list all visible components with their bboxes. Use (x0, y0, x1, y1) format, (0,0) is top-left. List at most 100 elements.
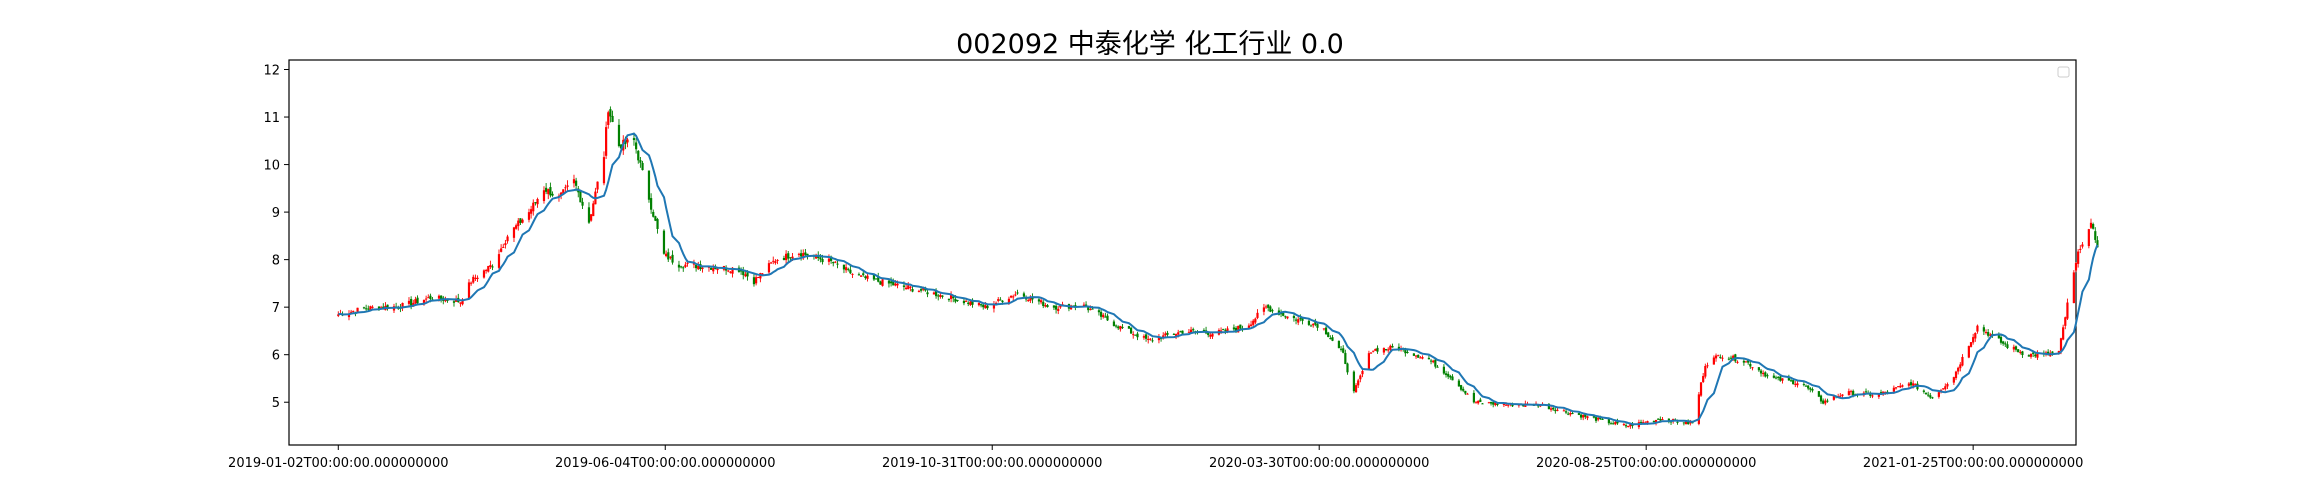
candle-body (1102, 314, 1105, 318)
candle-body (1297, 319, 1300, 323)
candle-body (1339, 348, 1343, 350)
candle-body (512, 227, 516, 238)
candle-body (1697, 394, 1700, 424)
candle-body (1894, 387, 1898, 389)
candle-body (1279, 313, 1283, 315)
candle-body (710, 268, 713, 270)
candle-body (1127, 326, 1131, 329)
candle-body (924, 288, 927, 291)
candle-body (380, 307, 383, 309)
candle-body (1134, 334, 1137, 336)
candle-body (437, 295, 441, 299)
candle-body (686, 262, 689, 264)
candle-body (1462, 388, 1465, 391)
candle-body (1057, 308, 1060, 312)
candle-body (1601, 418, 1604, 420)
candle-body (872, 274, 876, 280)
candle-body (680, 266, 683, 268)
candle-body (369, 306, 372, 311)
candle-body (1327, 332, 1330, 337)
candle-body (1556, 409, 1559, 411)
candle-body (1832, 396, 1835, 400)
candle-body (1729, 357, 1733, 359)
candle-body (1114, 325, 1118, 327)
candle-body (1552, 407, 1555, 410)
candle-body (581, 201, 584, 206)
candle-body (1667, 418, 1670, 422)
candle-body (1646, 421, 1649, 424)
candle-body (1819, 395, 1823, 402)
candle-body (1959, 364, 1962, 369)
candle-body (770, 262, 773, 264)
candle-body (1269, 306, 1272, 312)
candle-body (2004, 343, 2007, 345)
candle-body (994, 302, 998, 304)
candle-body (1222, 328, 1225, 330)
candle-body (1144, 334, 1148, 339)
candle-body (857, 274, 861, 276)
candle-body (2017, 349, 2020, 353)
candle-body (626, 139, 629, 143)
candle-body (1112, 321, 1116, 327)
candle-body (851, 273, 854, 275)
candle-body (909, 286, 912, 288)
candle-body (1129, 327, 1133, 334)
candle-body (1151, 340, 1154, 342)
candle-body (1879, 392, 1883, 394)
candle-body (1492, 402, 1495, 405)
candle-body (1189, 329, 1193, 333)
candle-body (2012, 346, 2015, 350)
candle-body (1074, 305, 1077, 307)
candle-body (1367, 353, 1371, 370)
candle-body (669, 256, 672, 258)
candle-body (1721, 357, 1724, 359)
candle-body (607, 112, 610, 126)
candle-body (1984, 331, 1988, 333)
candle-body (1594, 417, 1598, 421)
candle-body (489, 265, 492, 267)
candle-body (774, 261, 777, 264)
candle-body (1614, 422, 1617, 425)
candle-body (1427, 357, 1431, 360)
candle-body (572, 179, 576, 184)
candle-body (1976, 325, 1979, 332)
candle-body (1931, 397, 1934, 399)
candle-body (1014, 294, 1017, 296)
candle-body (2021, 351, 2024, 356)
candle-body (1952, 377, 1955, 383)
candle-body (521, 219, 524, 223)
candle-body (1087, 306, 1090, 311)
candle-body (1444, 373, 1448, 375)
candle-body (1059, 305, 1062, 308)
candle-body (1391, 346, 1394, 348)
candle-body (952, 296, 955, 299)
candle-body (1792, 380, 1795, 385)
candle-body (549, 187, 552, 196)
candle-body (596, 181, 599, 190)
candle-body (757, 277, 760, 279)
candle-body (1661, 419, 1664, 421)
candle-body (632, 138, 636, 141)
candle-body (2014, 346, 2018, 350)
candle-body (407, 300, 411, 304)
candle-body (1989, 334, 1992, 336)
candle-body (979, 304, 983, 306)
candle-body (1481, 403, 1484, 405)
candle-body (785, 253, 788, 261)
candle-body (1316, 324, 1319, 328)
candle-body (802, 253, 805, 259)
candle-body (819, 257, 822, 260)
candle-body (352, 310, 355, 312)
candle-body (2051, 351, 2054, 353)
candle-body (1569, 412, 1572, 415)
candle-body (1714, 355, 1718, 359)
candle-body (864, 276, 867, 279)
candle-body (755, 277, 758, 284)
candle-body (429, 295, 432, 300)
candle-body (1372, 350, 1375, 352)
candle-body (1659, 418, 1662, 421)
candle-body (1091, 308, 1094, 310)
candle-body (482, 270, 486, 278)
candle-body (1689, 422, 1692, 424)
candle-body (1097, 310, 1101, 313)
